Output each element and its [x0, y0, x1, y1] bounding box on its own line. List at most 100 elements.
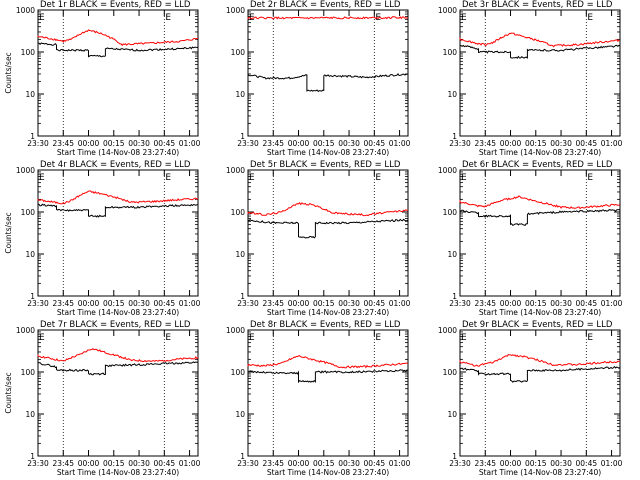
x-tick-label: 00:45: [576, 299, 598, 308]
x-tick-label: 00:00: [78, 459, 100, 468]
x-tick-label: 00:30: [550, 299, 572, 308]
y-tick-label: 1000: [16, 6, 35, 15]
x-tick-label: 00:30: [128, 139, 150, 148]
plot-frame: [247, 9, 409, 137]
x-tick-label: 23:45: [52, 139, 74, 148]
y-tick-label: 10: [235, 90, 245, 99]
y-tick-label: 100: [443, 48, 458, 57]
y-tick-label: 1: [30, 132, 35, 141]
panel-title: Det 7r BLACK = Events, RED = LLD: [40, 320, 191, 330]
x-tick-label: 23:45: [474, 139, 496, 148]
x-tick-label: 01:00: [389, 459, 411, 468]
y-axis-label: Counts/sec: [4, 372, 13, 413]
x-tick-label: 00:45: [154, 459, 176, 468]
y-tick-label: 10: [25, 90, 35, 99]
panel-det-9: Det 9r BLACK = Events, RED = LLD 1 10 100 10…: [438, 320, 623, 477]
x-tick-label: 00:45: [154, 299, 176, 308]
x-tick-label: 01:00: [179, 139, 201, 148]
series-line-lld: [247, 16, 409, 20]
plot-frame: [37, 169, 199, 297]
x-tick-label: 00:00: [288, 299, 310, 308]
series-line-events: [247, 72, 409, 93]
x-tick-label: 23:45: [474, 299, 496, 308]
series-line-events: [37, 203, 199, 218]
marker-E: E: [249, 333, 255, 343]
series-line-events: [459, 365, 621, 383]
x-tick-label: 23:30: [27, 139, 49, 148]
x-axis-label: Start Time (14-Nov-08 23:27:40): [57, 148, 179, 157]
series-line-events: [247, 218, 409, 239]
x-tick-label: 00:30: [128, 299, 150, 308]
x-tick-label: 00:15: [313, 459, 335, 468]
marker-E: E: [587, 333, 593, 343]
plot-frame: [247, 329, 409, 457]
marker-E: E: [39, 173, 45, 183]
x-axis-label: Start Time (14-Nov-08 23:27:40): [57, 468, 179, 477]
y-tick-label: 1: [452, 132, 457, 141]
y-tick-label: 100: [231, 48, 246, 57]
x-axis-label: Start Time (14-Nov-08 23:27:40): [267, 468, 389, 477]
x-tick-label: 23:30: [237, 459, 259, 468]
panel-title: Det 3r BLACK = Events, RED = LLD: [462, 0, 613, 10]
x-tick-label: 01:00: [601, 139, 623, 148]
x-tick-label: 23:45: [262, 299, 284, 308]
y-tick-label: 100: [443, 368, 458, 377]
marker-E: E: [461, 13, 467, 23]
marker-E: E: [375, 173, 381, 183]
y-tick-label: 100: [21, 208, 36, 217]
x-tick-label: 01:00: [179, 299, 201, 308]
panel-det-8: Det 8r BLACK = Events, RED = LLD 1 10 100 10…: [226, 320, 411, 477]
series-line-events: [459, 209, 621, 227]
x-tick-label: 00:30: [338, 139, 360, 148]
x-tick-label: 00:15: [103, 299, 125, 308]
y-tick-label: 1: [30, 452, 35, 461]
x-tick-label: 00:45: [364, 299, 386, 308]
marker-E: E: [165, 173, 171, 183]
marker-E: E: [39, 13, 45, 23]
plot-frame: [459, 9, 621, 137]
x-tick-label: 00:45: [364, 139, 386, 148]
panel-det-3: Det 3r BLACK = Events, RED = LLD 1 10 100 10…: [438, 0, 623, 157]
x-tick-label: 00:30: [128, 459, 150, 468]
y-tick-label: 1: [452, 292, 457, 301]
x-tick-label: 00:15: [525, 459, 547, 468]
y-tick-label: 100: [231, 208, 246, 217]
x-tick-label: 00:45: [576, 139, 598, 148]
y-tick-label: 10: [25, 410, 35, 419]
series-line-lld: [37, 190, 199, 205]
series-line-lld: [247, 202, 409, 217]
series-line-lld: [37, 347, 199, 363]
marker-E: E: [249, 173, 255, 183]
x-tick-label: 00:30: [338, 459, 360, 468]
x-tick-label: 00:45: [364, 459, 386, 468]
x-tick-label: 00:00: [288, 139, 310, 148]
series-line-lld: [459, 32, 620, 48]
x-tick-label: 00:00: [500, 299, 522, 308]
x-tick-label: 00:45: [154, 139, 176, 148]
x-tick-label: 00:30: [550, 459, 572, 468]
y-tick-label: 10: [235, 250, 245, 259]
x-axis-label: Start Time (14-Nov-08 23:27:40): [479, 468, 601, 477]
panel-det-2: Det 2r BLACK = Events, RED = LLD 1 10 100 10…: [226, 0, 411, 157]
marker-E: E: [165, 333, 171, 343]
y-tick-label: 1: [240, 132, 245, 141]
y-tick-label: 1000: [226, 166, 245, 175]
panel-det-7: Det 7r BLACK = Events, RED = LLD 1 10 100 10…: [4, 320, 201, 477]
series-line-events: [37, 42, 199, 58]
marker-E: E: [587, 173, 593, 183]
y-tick-label: 10: [447, 90, 457, 99]
series-line-lld: [247, 355, 409, 369]
y-tick-label: 10: [235, 410, 245, 419]
marker-E: E: [375, 333, 381, 343]
y-axis-label: Counts/sec: [4, 212, 13, 253]
y-tick-label: 1000: [226, 326, 245, 335]
y-tick-label: 100: [21, 48, 36, 57]
panel-title: Det 1r BLACK = Events, RED = LLD: [40, 0, 191, 10]
y-tick-label: 100: [231, 368, 246, 377]
x-tick-label: 23:30: [449, 139, 471, 148]
marker-E: E: [165, 13, 171, 23]
y-tick-label: 100: [443, 208, 458, 217]
x-tick-label: 01:00: [601, 459, 623, 468]
plot-frame: [37, 329, 199, 457]
